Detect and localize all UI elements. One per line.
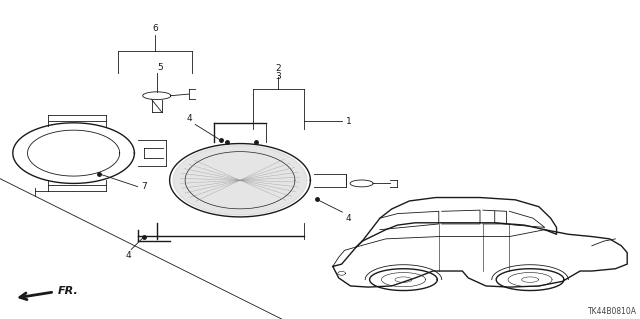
Text: 4: 4 [346, 214, 351, 223]
Text: 4: 4 [186, 114, 192, 123]
Text: 4: 4 [125, 251, 131, 260]
Text: 2: 2 [276, 64, 281, 73]
Polygon shape [173, 145, 307, 215]
Text: 5: 5 [157, 63, 163, 72]
Text: 7: 7 [141, 182, 147, 191]
Text: TK44B0810A: TK44B0810A [588, 307, 637, 316]
Text: 1: 1 [346, 117, 351, 126]
Text: 6: 6 [152, 25, 158, 33]
Text: FR.: FR. [58, 286, 78, 296]
Text: 3: 3 [276, 72, 281, 81]
